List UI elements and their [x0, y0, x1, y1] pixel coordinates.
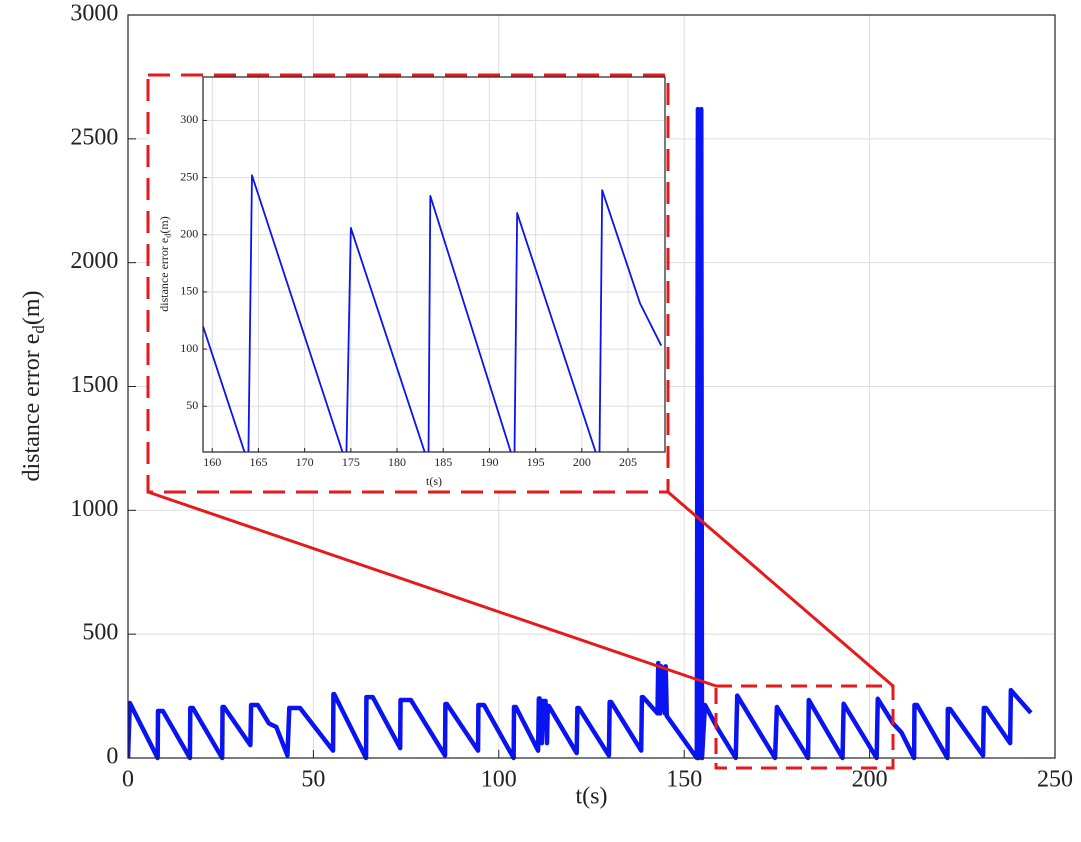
connector [147, 490, 717, 688]
x-tick-label: 160 [203, 455, 221, 469]
data-line [203, 174, 663, 452]
y-axis-label-part: distance error e [157, 238, 171, 312]
inset-frame [146, 73, 670, 494]
x-tick-label: 50 [301, 766, 325, 792]
y-tick-label: 150 [180, 284, 198, 298]
x-tick-label: 200 [852, 766, 888, 792]
y-tick-label: 1000 [70, 496, 118, 522]
zoom-indicator [147, 490, 895, 770]
x-tick-label: 0 [122, 766, 134, 792]
y-tick-label: 3000 [70, 1, 118, 27]
y-axis-label: distance error ed(m) [19, 291, 49, 482]
y-tick-label: 50 [186, 398, 198, 412]
x-axis-label: t(s) [576, 784, 608, 810]
y-tick-label: 1500 [70, 372, 118, 398]
x-tick-label: 200 [573, 455, 591, 469]
y-tick-label: 250 [180, 169, 198, 183]
y-tick-label: 300 [180, 112, 198, 126]
inset-chart: 160 165 170 175 180 185 190 195 200 205 50 100 150 20… [157, 76, 666, 488]
y-tick-label: 200 [180, 227, 198, 241]
x-tick-label: 180 [388, 455, 406, 469]
x-tick-label: 185 [434, 455, 452, 469]
y-tick-label: 2000 [70, 248, 118, 274]
y-axis-label-part: (m) [157, 216, 171, 233]
x-tick-label: 175 [342, 455, 360, 469]
x-tick-label: 170 [296, 455, 314, 469]
x-axis-label: t(s) [426, 474, 442, 488]
y-tick-label: 500 [82, 620, 118, 646]
main-chart: 0 50 100 150 200 250050010001500200025003000t… [19, 1, 1074, 810]
y-axis-label: distance error ed(m) [157, 216, 173, 311]
y-tick-label: 0 [106, 744, 118, 770]
x-tick-label: 250 [1037, 766, 1073, 792]
x-tick-label: 190 [480, 455, 498, 469]
x-tick-label: 165 [249, 455, 267, 469]
x-tick-label: 205 [619, 455, 637, 469]
data-line [128, 106, 1033, 761]
x-tick-label: 195 [527, 455, 545, 469]
x-tick-label: 150 [666, 766, 702, 792]
y-tick-label: 2500 [70, 124, 118, 150]
zoom-region [714, 684, 895, 770]
axes-box [127, 14, 1056, 759]
y-axis-label-part: d [164, 233, 173, 238]
y-tick-label: 100 [180, 341, 198, 355]
y-axis-label-part: d [29, 325, 48, 334]
y-axis-label-part: (m) [19, 291, 45, 326]
connector [667, 490, 894, 688]
inset-background [148, 75, 668, 492]
axes-box [202, 76, 666, 453]
x-tick-label: 100 [481, 766, 517, 792]
y-axis-label-part: distance error e [19, 334, 45, 482]
